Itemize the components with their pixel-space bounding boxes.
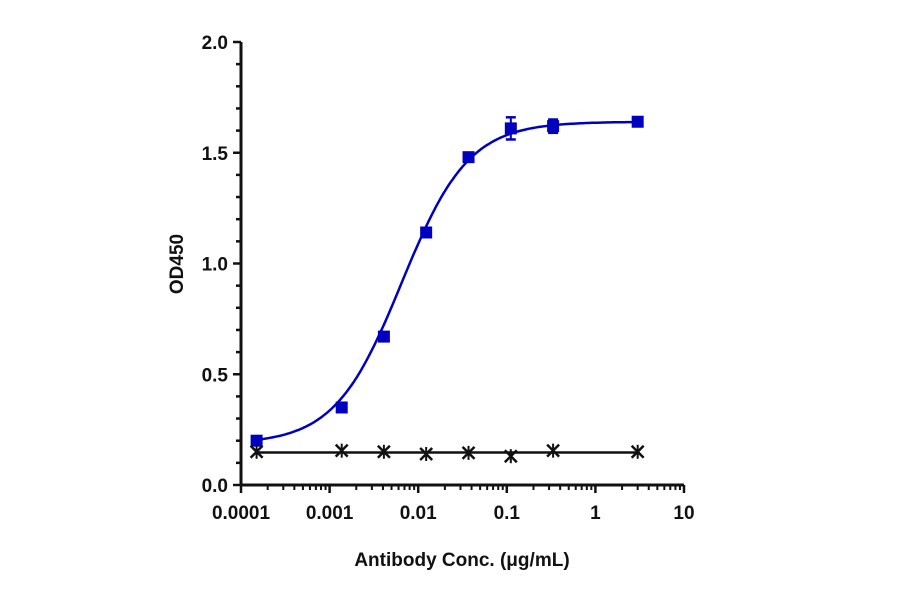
data-points — [249, 115, 645, 464]
square-marker — [504, 122, 517, 135]
y-tick-label: 1.0 — [202, 255, 228, 276]
x-marker — [630, 444, 645, 459]
antibody-fit-curve — [256, 120, 638, 442]
y-axis-title: OD450 — [167, 234, 188, 294]
y-tick-label: 2.0 — [202, 33, 228, 54]
square-marker — [250, 434, 263, 447]
x-marker — [419, 446, 434, 461]
square-marker — [335, 401, 348, 414]
square-marker — [547, 120, 560, 133]
x-marker — [546, 443, 560, 458]
square-marker — [377, 330, 390, 343]
x-tick-label: 0.01 — [400, 503, 437, 524]
x-tick-label: 10 — [673, 503, 694, 524]
y-tick-label: 1.5 — [202, 144, 229, 165]
x-tick-label: 1 — [590, 503, 601, 524]
x-axis-title: Antibody Conc. (μg/mL) — [354, 550, 569, 571]
y-tick-label: 0.0 — [202, 476, 228, 497]
x-marker — [334, 443, 349, 458]
ticks: 0.0 0.5 1.0 1.5 2.0 0.0001 0.001 0.01 0.1 1 10 — [202, 33, 695, 524]
x-marker — [503, 449, 518, 464]
square-marker — [420, 226, 433, 239]
x-tick-label: 0.001 — [306, 503, 354, 524]
x-tick-label: 0.1 — [494, 503, 521, 524]
x-marker — [249, 444, 264, 459]
x-tick-label: 0.0001 — [212, 503, 271, 524]
fit-curves — [256, 120, 638, 454]
x-marker — [377, 444, 391, 459]
square-marker — [631, 115, 644, 128]
y-tick-label: 0.5 — [202, 365, 229, 386]
axes — [239, 42, 684, 487]
square-marker — [462, 151, 475, 164]
x-marker — [461, 445, 476, 460]
